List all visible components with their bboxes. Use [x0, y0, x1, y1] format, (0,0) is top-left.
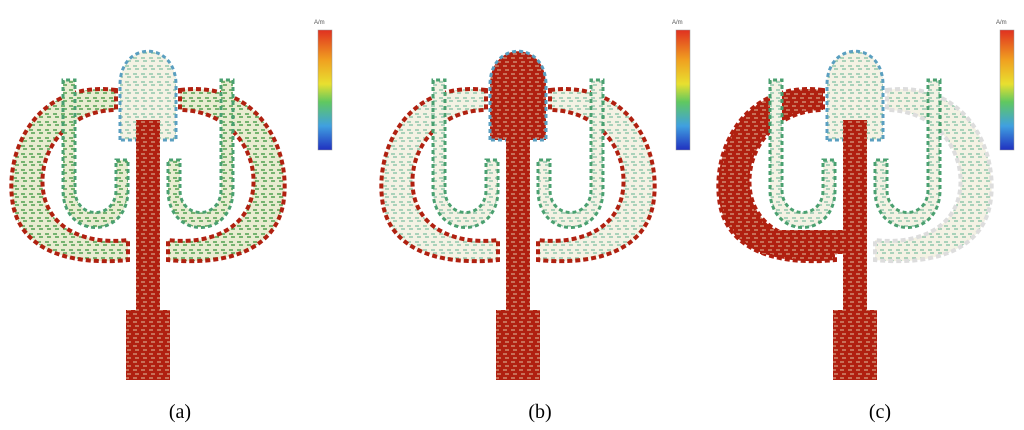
caption: (a)	[169, 401, 191, 423]
stem	[843, 120, 867, 320]
colorbar-unit: A/m	[996, 20, 1007, 26]
feed	[833, 310, 877, 380]
colorbar	[1000, 30, 1014, 150]
antenna-panel	[718, 51, 991, 380]
colorbar	[676, 30, 690, 150]
stem	[760, 230, 865, 254]
feed	[126, 310, 170, 380]
feed	[496, 310, 540, 380]
colorbar	[318, 30, 332, 150]
colorbar-unit: A/m	[314, 20, 325, 26]
antenna-panel	[381, 51, 654, 380]
figure: A/m (a) A/m (b) A/m (c)	[0, 0, 1024, 430]
stem	[136, 120, 160, 320]
caption: (b)	[528, 401, 551, 423]
colorbar-unit: A/m	[672, 20, 683, 26]
stem	[506, 120, 530, 320]
caption: (c)	[869, 401, 891, 423]
antenna-panel	[11, 51, 284, 380]
